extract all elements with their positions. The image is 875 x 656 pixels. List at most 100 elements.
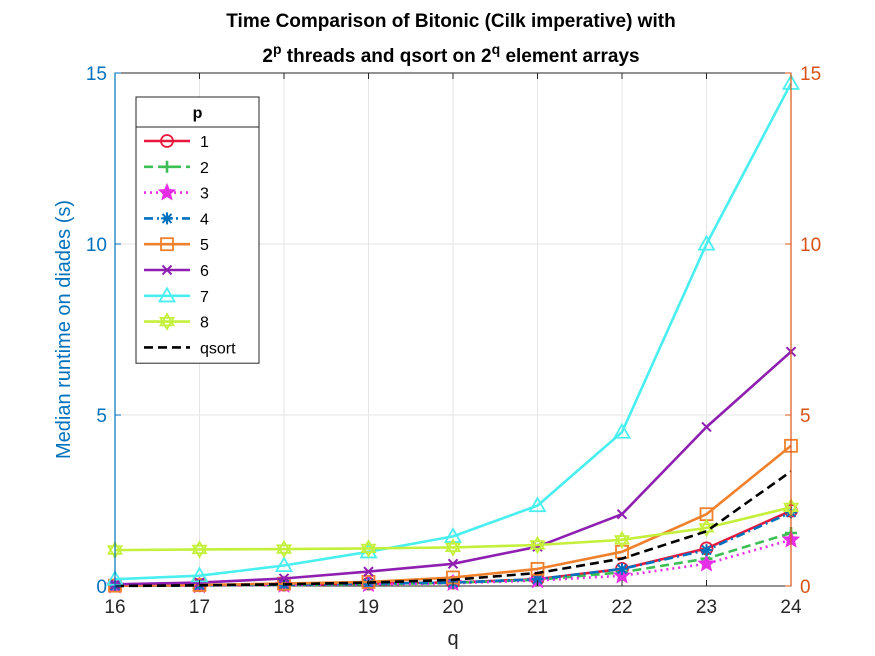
marker-hexagram-b (191, 544, 208, 559)
marker-hexagram-a (529, 535, 546, 550)
marker-square (530, 562, 545, 576)
legend-entry-8: 8 (144, 312, 209, 332)
marker-hexagram-a (444, 538, 462, 552)
legend-label: 1 (200, 134, 209, 151)
data-point-6-19 (363, 566, 374, 577)
series-8 (106, 497, 800, 560)
x-tick-label: 21 (527, 597, 548, 618)
marker-asterisk (616, 562, 628, 575)
x-tick-label: 16 (104, 597, 125, 618)
marker-hexagram-b (275, 544, 293, 559)
title-segment: 2 (262, 46, 273, 67)
y-tick-label-right: 0 (800, 577, 811, 598)
x-tick-label: 19 (358, 597, 379, 618)
series-line-8 (114, 506, 792, 552)
marker-hexagram-b (529, 540, 546, 555)
y-tick-label-left: 10 (86, 235, 107, 256)
marker-hexagram-b (698, 523, 715, 538)
y-tick-label-right: 15 (800, 64, 821, 85)
marker-triangle (274, 556, 294, 573)
legend-title: p (193, 105, 203, 122)
legend-entry-3: 3 (144, 182, 209, 203)
data-point-3-23 (697, 554, 716, 572)
data-point-8-20 (444, 538, 462, 557)
marker-hexagram-b (444, 542, 462, 557)
marker-star (697, 554, 716, 572)
marker-x (278, 573, 290, 584)
y-tick-label-left: 15 (86, 64, 107, 85)
data-point-7-21 (528, 496, 547, 513)
title-segment: threads and qsort on 2 (282, 46, 492, 67)
data-point-7-23 (697, 234, 716, 251)
marker-hexagram-b (158, 316, 176, 331)
legend-label: 2 (200, 160, 209, 177)
x-tick-label: 23 (696, 597, 717, 618)
y-tick-label-left: 0 (96, 577, 107, 598)
data-point-7-20 (443, 527, 463, 543)
marker-hexagram-b (360, 543, 377, 558)
marker-hexagram-a (158, 312, 176, 327)
series-line-4 (114, 511, 792, 587)
marker-hexagram-a (275, 539, 293, 554)
legend-label: qsort (200, 340, 236, 357)
marker-hexagram-b (613, 535, 631, 550)
legend-entry-6: 6 (144, 263, 209, 280)
marker-x (161, 264, 173, 276)
data-point-8-23 (698, 518, 715, 538)
series-qsort (114, 470, 792, 588)
data-point-4-21 (531, 573, 544, 586)
legend-entry-qsort: qsort (144, 340, 236, 357)
legend-label: 6 (200, 263, 209, 280)
data-point-8-21 (529, 535, 546, 555)
legend-entry-5: 5 (144, 237, 209, 254)
data-point-5-21 (530, 562, 545, 576)
title-superscript: q (492, 41, 501, 57)
series-line-qsort (114, 470, 792, 588)
data-point-6-23 (701, 421, 712, 433)
marker-asterisk (161, 212, 173, 225)
data-point-8-18 (275, 539, 293, 559)
series-line-7 (114, 82, 793, 581)
x-tick-label: 22 (611, 597, 632, 618)
marker-circle (160, 134, 174, 148)
marker-x (616, 508, 628, 520)
legend-box (135, 96, 260, 364)
legend-label: 8 (200, 315, 209, 332)
legend-label: 7 (200, 289, 209, 306)
marker-x (701, 421, 712, 433)
series-layer (105, 73, 801, 594)
series-line-3 (114, 538, 792, 588)
x-axis-label: q (447, 628, 458, 650)
marker-plus (161, 160, 173, 173)
data-point-7-18 (274, 556, 294, 573)
marker-x (363, 566, 374, 577)
marker-triangle (443, 527, 463, 543)
legend-entry-4: 4 (144, 211, 209, 228)
y-tick-label-left: 5 (96, 406, 107, 427)
data-point-6-20 (447, 558, 459, 569)
marker-hexagram-a (613, 530, 631, 545)
marker-asterisk (700, 544, 713, 557)
data-point-8-17 (191, 540, 208, 559)
y-tick-label-right: 10 (800, 235, 821, 256)
legend-label: 3 (200, 186, 209, 203)
marker-triangle (697, 234, 716, 251)
marker-hexagram-a (698, 518, 715, 533)
chart-title-line2: 2p threads and qsort on 2q element array… (262, 41, 639, 67)
data-point-4-22 (616, 562, 628, 575)
y-axis-label-left: Median runtime on diades (s) (53, 200, 75, 459)
marker-triangle (157, 286, 177, 303)
marker-hexagram-a (360, 539, 377, 553)
chart-title-line1: Time Comparison of Bitonic (Cilk imperat… (226, 11, 675, 32)
x-tick-label: 18 (273, 597, 294, 618)
x-tick-label: 20 (442, 597, 463, 618)
marker-star (157, 182, 177, 201)
marker-asterisk (531, 573, 544, 586)
title-superscript: p (273, 41, 282, 57)
marker-x (447, 558, 459, 569)
marker-square (160, 237, 174, 252)
title-segment: element arrays (500, 46, 639, 67)
